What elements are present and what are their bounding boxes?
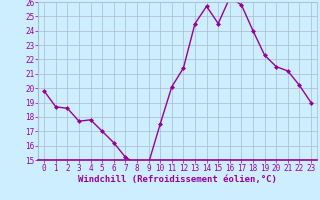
X-axis label: Windchill (Refroidissement éolien,°C): Windchill (Refroidissement éolien,°C) bbox=[78, 175, 277, 184]
